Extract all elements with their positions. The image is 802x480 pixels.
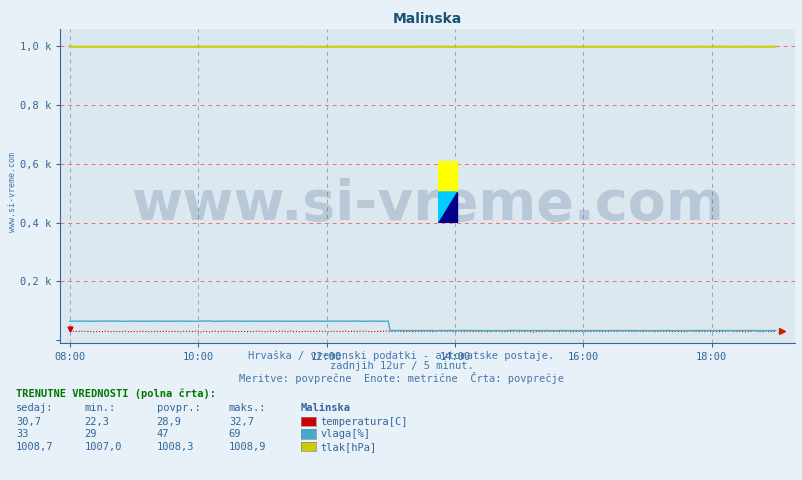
Text: povpr.:: povpr.: xyxy=(156,403,200,413)
Text: 69: 69 xyxy=(229,429,241,439)
Bar xyxy=(437,161,456,192)
Text: vlaga[%]: vlaga[%] xyxy=(320,429,370,439)
Title: Malinska: Malinska xyxy=(392,12,462,26)
Text: 30,7: 30,7 xyxy=(16,417,41,427)
Text: www.si-vreme.com: www.si-vreme.com xyxy=(131,178,723,232)
Text: 47: 47 xyxy=(156,429,169,439)
Text: temperatura[C]: temperatura[C] xyxy=(320,417,407,427)
Text: min.:: min.: xyxy=(84,403,115,413)
Text: tlak[hPa]: tlak[hPa] xyxy=(320,442,376,452)
Text: 1007,0: 1007,0 xyxy=(84,442,122,452)
Text: 1008,7: 1008,7 xyxy=(16,442,54,452)
Text: zadnjih 12ur / 5 minut.: zadnjih 12ur / 5 minut. xyxy=(329,361,473,371)
Polygon shape xyxy=(437,192,456,223)
Text: 32,7: 32,7 xyxy=(229,417,253,427)
Text: 28,9: 28,9 xyxy=(156,417,181,427)
Polygon shape xyxy=(437,192,456,223)
Text: Malinska: Malinska xyxy=(301,403,350,413)
Text: www.si-vreme.com: www.si-vreme.com xyxy=(8,152,17,232)
Text: 1008,9: 1008,9 xyxy=(229,442,266,452)
Text: sedaj:: sedaj: xyxy=(16,403,54,413)
Text: TRENUTNE VREDNOSTI (polna črta):: TRENUTNE VREDNOSTI (polna črta): xyxy=(16,389,216,399)
Text: 33: 33 xyxy=(16,429,29,439)
Text: 29: 29 xyxy=(84,429,97,439)
Text: 22,3: 22,3 xyxy=(84,417,109,427)
Text: 1008,3: 1008,3 xyxy=(156,442,194,452)
Text: Hrvaška / vremenski podatki - avtomatske postaje.: Hrvaška / vremenski podatki - avtomatske… xyxy=(248,350,554,361)
Text: maks.:: maks.: xyxy=(229,403,266,413)
Text: Meritve: povprečne  Enote: metrične  Črta: povprečje: Meritve: povprečne Enote: metrične Črta:… xyxy=(239,372,563,384)
